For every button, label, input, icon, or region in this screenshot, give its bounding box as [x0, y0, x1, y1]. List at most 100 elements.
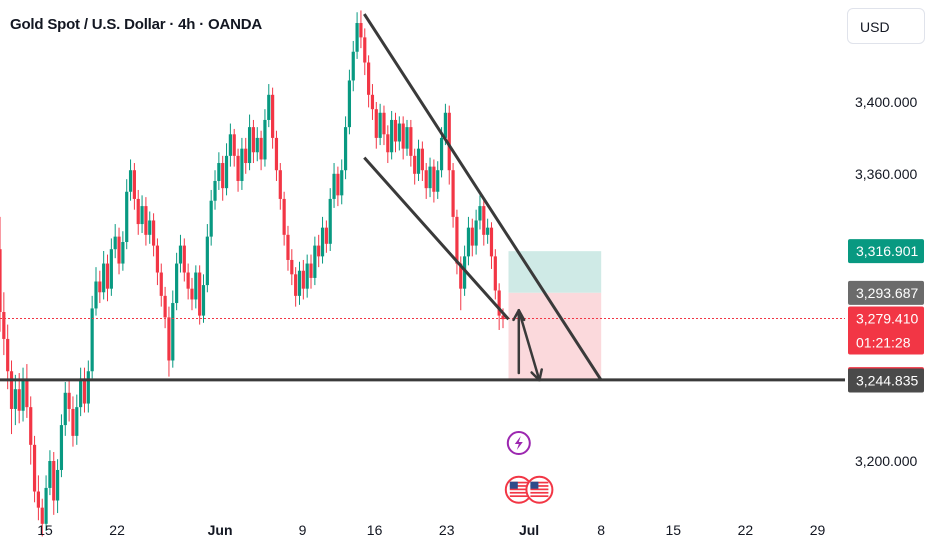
candle-body	[486, 227, 490, 235]
candle-body	[128, 170, 133, 192]
candle-body	[113, 236, 117, 250]
x-axis[interactable]: 15 22 Jun 9 16 23 Jul 8 15 22 29	[37, 522, 825, 538]
candle-body	[482, 206, 486, 235]
price-tag-value: 3,244.835	[856, 373, 918, 389]
lightning-bolt	[514, 436, 523, 451]
candle-body	[109, 249, 113, 289]
candle-body	[13, 389, 17, 409]
arrow-head	[530, 368, 543, 382]
x-tick-label: 16	[367, 522, 383, 538]
candle-body	[470, 227, 474, 246]
arrow-line[interactable]	[517, 308, 541, 382]
candle-body	[328, 198, 332, 244]
candle-body	[144, 206, 148, 235]
candle-body	[336, 173, 340, 196]
candle-body	[428, 166, 432, 189]
candle-body	[497, 290, 501, 316]
price-tag-bg	[848, 239, 924, 264]
candle-body	[132, 170, 136, 199]
candle-body	[240, 148, 244, 181]
candle-body	[198, 272, 202, 316]
candle-body	[263, 119, 267, 160]
candle-body	[236, 155, 240, 181]
candles	[0, 10, 505, 537]
flag-stripe	[530, 485, 549, 487]
candle-body	[332, 173, 336, 199]
candle-body	[463, 256, 467, 289]
candle-body	[205, 236, 209, 286]
candle-body	[271, 94, 275, 138]
x-tick-label: Jul	[519, 522, 539, 538]
flag-stripe	[530, 495, 549, 498]
candle-body	[148, 220, 152, 235]
candle-body	[420, 148, 424, 171]
flag-stripe	[530, 491, 549, 494]
candle-body	[9, 371, 14, 409]
channel-lower-line[interactable]	[363, 156, 510, 321]
candle-body	[105, 263, 110, 289]
candle-body	[217, 163, 221, 181]
candle-body	[390, 119, 394, 153]
candle-body	[363, 37, 367, 63]
x-tick-label: 15	[666, 522, 682, 538]
candle-body	[359, 23, 363, 38]
candle-body	[125, 191, 129, 243]
candle-body	[274, 137, 279, 171]
x-tick-label: 22	[738, 522, 754, 538]
price-tag-bg	[848, 306, 924, 355]
us-flag-icon[interactable]	[525, 475, 554, 504]
flag-stripe	[509, 495, 528, 498]
candle-body	[424, 170, 428, 189]
price-tag[interactable]: 3,244.835	[848, 368, 924, 393]
candle-body	[228, 134, 232, 156]
candle-body	[267, 94, 271, 120]
candle-body	[413, 155, 417, 174]
events	[504, 431, 554, 504]
price-tag-value: 3,293.687	[856, 285, 918, 301]
candle-body	[0, 249, 2, 313]
candle-body	[501, 315, 505, 320]
candle-body	[493, 256, 497, 291]
candle-body	[478, 206, 482, 221]
y-tick-label: 3,400.000	[855, 94, 917, 110]
candle-body	[2, 312, 6, 339]
candle-body	[182, 245, 186, 273]
candle-body	[416, 148, 421, 174]
price-tag[interactable]: 3,316.901	[848, 239, 924, 264]
candle-body	[489, 227, 494, 257]
x-tick-label: 15	[37, 522, 53, 538]
price-tag[interactable]: 3,279.410 01:21:28	[848, 306, 924, 355]
candle-body	[282, 198, 286, 235]
lightning-icon[interactable]	[506, 431, 531, 456]
currency-button[interactable]: USD	[847, 8, 925, 44]
candle-body	[117, 236, 121, 264]
candle-body	[136, 198, 140, 225]
candle-body	[102, 263, 106, 293]
candle-body	[17, 389, 21, 411]
candle-body	[320, 227, 325, 257]
price-tag[interactable]: 3,293.687	[848, 280, 924, 305]
candle-body	[405, 127, 409, 149]
candle-body	[171, 303, 175, 361]
candle-body	[459, 263, 463, 289]
candle-body	[451, 170, 455, 217]
flag-stripe	[530, 488, 549, 491]
candle-body	[29, 407, 33, 445]
candle-body	[466, 227, 471, 257]
candle-body	[443, 112, 448, 138]
candle-body	[455, 216, 459, 264]
price-tag-value: 3,316.901	[856, 243, 918, 259]
y-axis[interactable]: 3,400.000 3,360.000 3,200.000 3,316.901 3,29…	[848, 94, 924, 469]
flag-stripe	[509, 481, 528, 484]
channel-upper-line[interactable]	[363, 13, 603, 382]
candle-body	[251, 127, 256, 153]
candle-body	[151, 220, 156, 246]
candle-body	[71, 408, 75, 436]
price-tag-value: 3,279.410	[856, 310, 918, 326]
x-tick-label: 23	[439, 522, 455, 538]
candle-body	[190, 288, 194, 300]
candle-body	[55, 469, 60, 501]
x-tick-label: 29	[810, 522, 826, 538]
candle-body	[224, 155, 229, 189]
